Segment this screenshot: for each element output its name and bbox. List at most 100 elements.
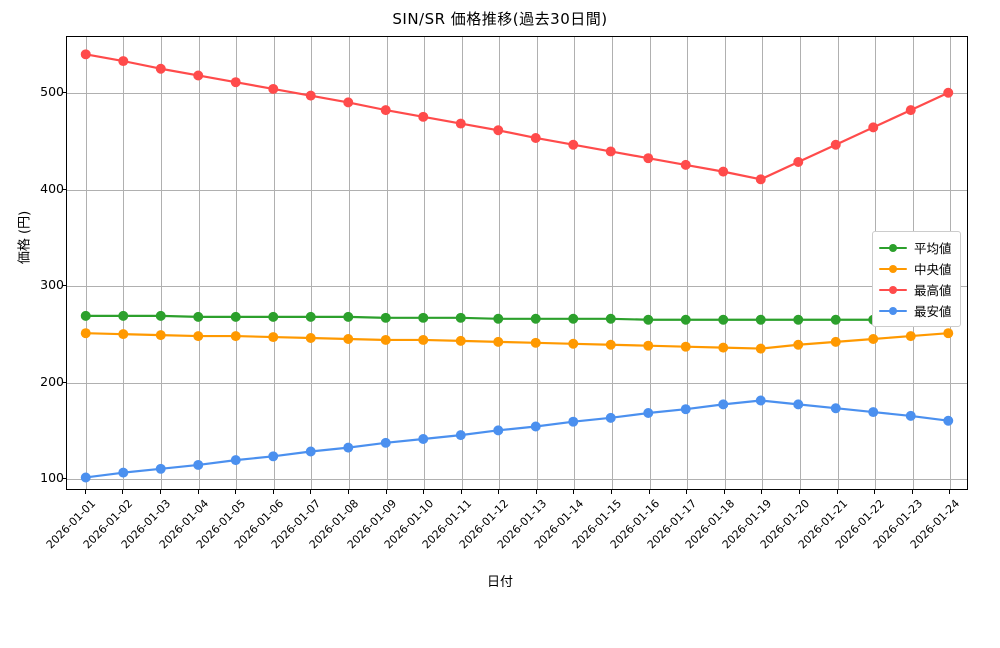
data-point — [268, 332, 279, 343]
y-tick-label: 500 — [40, 84, 64, 99]
series-3 — [80, 49, 954, 185]
series-4 — [80, 395, 954, 483]
data-point — [155, 310, 166, 321]
gridline-vertical — [687, 37, 689, 489]
data-point — [343, 442, 354, 453]
data-point — [755, 314, 766, 325]
x-axis-label: 日付 — [486, 575, 513, 590]
y-tick-label: 200 — [40, 373, 64, 389]
data-point — [868, 122, 879, 133]
gridline-vertical — [461, 37, 463, 489]
legend-swatch-icon — [879, 242, 907, 254]
series-2 — [80, 328, 954, 354]
data-point — [605, 412, 616, 423]
data-point — [680, 341, 691, 352]
data-point — [418, 434, 429, 444]
x-tick-mark — [648, 490, 650, 494]
data-point — [605, 313, 616, 324]
y-tick-mark — [62, 478, 66, 480]
legend-item-4[interactable]: 最安値 — [879, 300, 952, 321]
data-point — [530, 313, 541, 324]
data-point — [493, 313, 504, 324]
data-point — [718, 342, 729, 353]
data-point — [680, 314, 691, 325]
gridline-vertical — [198, 37, 200, 489]
x-tick-mark — [611, 490, 613, 494]
data-point — [643, 408, 654, 419]
plot-area — [66, 36, 968, 490]
legend-item-1[interactable]: 平均値 — [879, 237, 952, 258]
legend-label: 最安値 — [914, 304, 952, 319]
series-layer — [80, 49, 954, 483]
data-point — [568, 139, 579, 150]
data-point — [680, 159, 691, 170]
x-tick-mark — [122, 490, 124, 494]
data-point — [530, 421, 541, 432]
x-tick-mark — [84, 490, 86, 494]
legend-item-2[interactable]: 中央値 — [879, 258, 952, 279]
x-tick-mark — [272, 490, 274, 494]
data-point — [230, 311, 241, 322]
series-line — [84, 53, 950, 181]
data-point — [718, 166, 729, 177]
chart-figure: SIN/SR 価格推移(過去30日間) 100 200 300 400 500 2026… — [18, 10, 968, 590]
x-tick-mark — [535, 490, 537, 494]
data-point — [118, 310, 129, 321]
data-point — [905, 331, 916, 342]
data-point — [193, 331, 204, 342]
y-tick-label: 400 — [40, 180, 64, 196]
data-point — [455, 335, 466, 346]
x-tick-mark — [385, 490, 387, 494]
data-point — [343, 97, 354, 108]
data-point — [418, 312, 429, 323]
data-point — [418, 334, 429, 345]
data-point — [530, 133, 541, 143]
data-point — [268, 83, 279, 94]
x-tick-mark — [723, 490, 725, 494]
data-point — [380, 437, 391, 448]
data-point — [230, 331, 241, 342]
data-point — [830, 403, 841, 414]
data-point — [680, 404, 691, 415]
data-point — [80, 472, 91, 483]
data-point — [305, 311, 316, 322]
gridline-horizontal — [67, 479, 967, 481]
data-point — [493, 125, 504, 136]
data-point — [118, 467, 129, 478]
x-tick-mark — [911, 490, 913, 494]
chart-title: SIN/SR 価格推移(過去30日間) — [392, 10, 608, 28]
data-point — [830, 336, 841, 347]
data-point — [455, 430, 466, 441]
y-tick-label: 100 — [40, 470, 64, 486]
gridline-horizontal — [67, 189, 967, 191]
data-point — [755, 174, 766, 185]
data-point — [755, 343, 766, 354]
series-line — [84, 314, 950, 321]
legend-swatch-icon — [879, 263, 907, 275]
data-point — [568, 416, 579, 427]
gridline-horizontal — [67, 286, 967, 288]
data-point — [530, 337, 541, 348]
gridline-vertical — [85, 37, 87, 489]
data-point — [455, 118, 466, 129]
x-tick-mark — [310, 490, 312, 494]
gridline-vertical — [649, 37, 651, 489]
gridline-vertical — [424, 37, 425, 489]
y-tick-mark — [62, 188, 66, 190]
data-point — [793, 339, 804, 350]
grid-layer — [67, 37, 967, 489]
x-tick-mark — [798, 490, 800, 494]
legend-item-3[interactable]: 最高値 — [879, 279, 952, 300]
data-point — [793, 157, 804, 167]
data-point — [193, 311, 204, 322]
gridline-vertical — [123, 37, 125, 489]
y-tick-mark — [62, 92, 66, 94]
gridline-vertical — [837, 37, 839, 489]
y-tick-mark — [62, 381, 66, 383]
gridline-horizontal — [67, 382, 967, 384]
data-point — [905, 105, 916, 116]
data-point — [568, 338, 579, 349]
data-point — [605, 339, 616, 350]
data-point — [868, 333, 879, 344]
chart-legend: 平均値 中央値 最高値最安値 — [872, 231, 961, 327]
